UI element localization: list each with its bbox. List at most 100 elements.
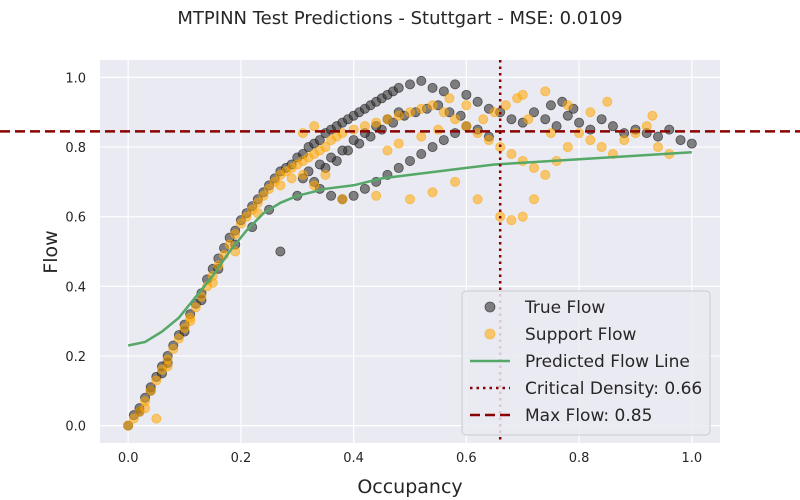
scatter-point [562,142,573,153]
scatter-point [326,152,337,163]
scatter-point [140,403,151,414]
scatter-point [472,128,483,139]
scatter-point [607,121,618,132]
scatter-point [382,114,393,125]
scatter-point [630,128,641,139]
scatter-point [404,155,415,166]
y-tick-label: 0.8 [65,141,86,156]
scatter-point [168,343,179,354]
legend-label: True Flow [524,298,605,318]
scatter-point [393,82,404,93]
scatter-point [337,128,348,139]
tick-labels: 0.0 0.2 0.4 0.6 0.8 1.0 0.0 0.2 0.4 0.6 0.8 1.0 [65,71,702,466]
y-tick-label: 0.2 [65,350,86,365]
scatter-point [641,121,652,132]
scatter-point [416,103,427,114]
legend-box [461,290,711,436]
scatter-point [297,128,308,139]
scatter-point [489,107,500,118]
scatter-point [438,107,449,118]
predicted-flow-line [127,151,692,347]
scatter-point [337,145,348,156]
scatter-point [264,183,275,194]
scatter-point [562,100,573,111]
scatter-point [461,121,472,132]
scatter-point [450,176,461,187]
scatter-point [151,413,162,424]
scatter-point [179,323,190,334]
scatter-point [359,183,370,194]
scatter-point [297,169,308,180]
scatter-point [653,131,664,142]
scatter-point [450,114,461,125]
scatter-point [371,117,382,128]
scatter-point [506,215,517,226]
scatter-point [427,100,438,111]
legend-marker [484,301,496,313]
scatter-point [185,316,196,327]
scatter-point [517,211,528,222]
scatter-point [151,375,162,386]
scatter-point [596,142,607,153]
scatter-point [545,128,556,139]
legend-label: Critical Density: 0.66 [525,379,702,399]
scatter-point [275,246,286,257]
scatter-point [506,114,517,125]
scatter-point [653,142,664,153]
legend-label: Support Flow [525,325,637,345]
scatter-point [427,142,438,153]
scatter-point [416,149,427,160]
scatter-point [371,190,382,201]
x-tick-label: 0.4 [343,451,364,466]
scatter-point [562,110,573,121]
scatter-point [348,190,359,201]
scatter-point [500,100,511,111]
scatter-point [348,135,359,146]
scatter-point [495,142,506,153]
scatter-point [359,121,370,132]
y-tick-label: 0.0 [65,420,86,435]
scatter-point [416,75,427,86]
scatter-point [427,82,438,93]
scatter-point [585,124,596,135]
legend-marker [484,328,496,340]
scatter-point [461,89,472,100]
scatter-point [314,135,325,146]
scatter-point [190,302,201,313]
scatter-point [596,114,607,125]
scatter-point [574,117,585,128]
scatter-point [450,128,461,139]
scatter-point [472,194,483,205]
scatter-point [393,110,404,121]
scatter-point [162,361,173,372]
scatter-point [235,218,246,229]
scatter-point [320,169,331,180]
scatter-point [123,420,134,431]
scatter-point [404,79,415,90]
scatter-point [247,222,258,233]
scatter-point [404,107,415,118]
scatter-point [647,110,658,121]
scatter-point [337,194,348,205]
y-tick-label: 0.6 [65,211,86,226]
scatter-point [523,114,534,125]
scatter-point [517,155,528,166]
scatter-point [461,100,472,111]
x-tick-label: 1.0 [681,451,702,466]
y-tick-label: 1.0 [65,71,86,86]
scatter-point [382,145,393,156]
scatter-point [450,79,461,90]
scatter-point [529,162,540,173]
y-axis-label: Flow [40,230,62,273]
scatter-point [128,413,139,424]
scatter-point [438,135,449,146]
series-1 [123,86,675,431]
scatter-point [675,135,686,146]
scatter-point [258,190,269,201]
scatter-point [393,138,404,149]
x-tick-label: 0.8 [569,451,590,466]
scatter-point [540,169,551,180]
scatter-point [664,124,675,135]
scatter-point [320,142,331,153]
series-2 [127,151,692,347]
